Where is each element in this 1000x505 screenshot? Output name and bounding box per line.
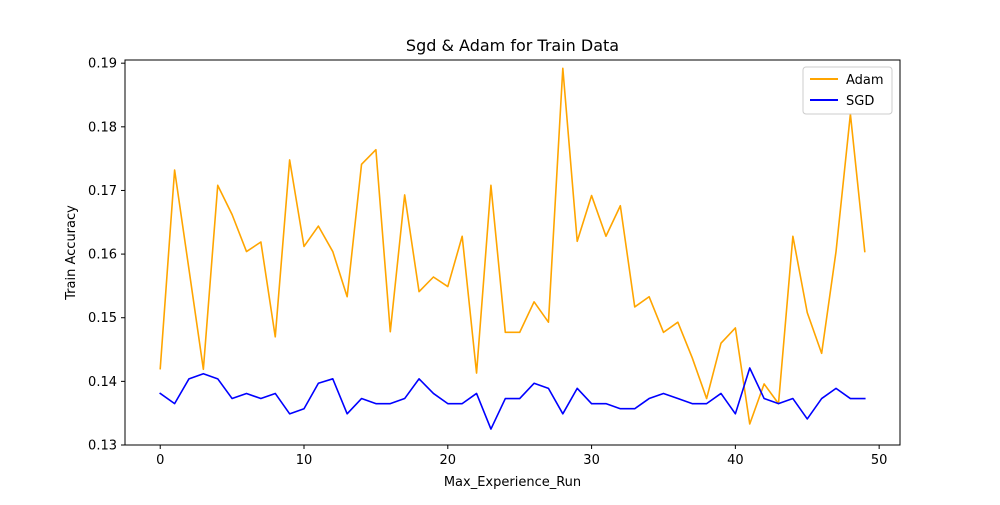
x-tick-label: 0: [156, 453, 164, 468]
y-tick-label: 0.18: [88, 120, 117, 135]
axes-background: [125, 60, 900, 445]
y-tick-label: 0.15: [88, 311, 117, 326]
series-layer: [159, 67, 866, 430]
x-tick-label: 40: [727, 453, 744, 468]
legend-label-sgd: SGD: [846, 94, 874, 109]
x-axis-ticks: 0 10 20 30 40 50: [156, 445, 887, 468]
x-tick-label: 30: [583, 453, 600, 468]
y-tick-label: 0.13: [88, 439, 117, 454]
axes-frame: [124, 59, 901, 446]
legend: Adam SGD: [802, 66, 893, 115]
x-tick-label: 20: [440, 453, 457, 468]
series-line-sgd: [159, 367, 866, 430]
x-tick-label: 10: [296, 453, 313, 468]
y-tick-label: 0.14: [88, 375, 117, 390]
y-tick-label: 0.16: [88, 248, 117, 263]
y-tick-label: 0.19: [88, 57, 117, 72]
legend-label-adam: Adam: [846, 73, 884, 88]
x-axis-label: Max_Experience_Run: [444, 475, 581, 490]
y-axis-label: Train Accuracy: [64, 205, 79, 301]
y-axis-ticks: 0.13 0.14 0.15 0.16 0.17 0.18 0.19: [88, 57, 125, 454]
x-tick-label: 50: [871, 453, 888, 468]
series-line-adam: [159, 67, 866, 425]
chart-title: Sgd & Adam for Train Data: [406, 36, 619, 55]
plot-area: [124, 59, 901, 446]
y-tick-label: 0.17: [88, 184, 117, 199]
